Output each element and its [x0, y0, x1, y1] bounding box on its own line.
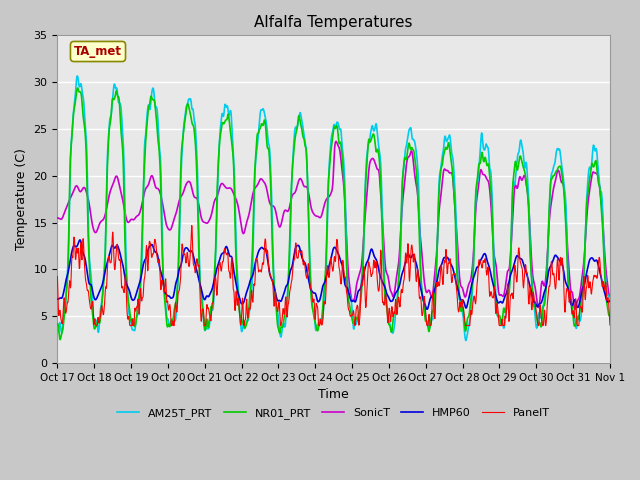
- AM25T_PRT: [606, 297, 614, 302]
- PanelT: [541, 316, 549, 322]
- Y-axis label: Temperature (C): Temperature (C): [15, 148, 28, 250]
- PanelT: [492, 309, 500, 314]
- AM25T_PRT: [177, 184, 184, 190]
- NR01_PRT: [177, 158, 185, 164]
- AM25T_PRT: [163, 316, 171, 322]
- HMP60: [541, 288, 549, 293]
- Line: HMP60: HMP60: [58, 240, 610, 309]
- PanelT: [163, 299, 171, 304]
- SonicT: [492, 261, 500, 267]
- NR01_PRT: [164, 324, 172, 330]
- PanelT: [239, 299, 246, 305]
- SonicT: [420, 273, 428, 278]
- X-axis label: Time: Time: [318, 388, 349, 401]
- SonicT: [332, 139, 340, 144]
- Line: PanelT: PanelT: [58, 226, 610, 325]
- SonicT: [177, 195, 184, 201]
- PanelT: [188, 223, 196, 228]
- PanelT: [92, 323, 100, 328]
- SonicT: [541, 283, 548, 288]
- PanelT: [177, 274, 184, 279]
- NR01_PRT: [56, 336, 64, 342]
- Title: Alfalfa Temperatures: Alfalfa Temperatures: [255, 15, 413, 30]
- PanelT: [606, 322, 614, 328]
- NR01_PRT: [74, 85, 81, 91]
- PanelT: [54, 274, 61, 279]
- SonicT: [54, 215, 61, 221]
- NR01_PRT: [54, 321, 61, 327]
- NR01_PRT: [606, 313, 614, 319]
- Line: SonicT: SonicT: [58, 142, 610, 309]
- HMP60: [163, 292, 171, 298]
- AM25T_PRT: [541, 292, 549, 298]
- NR01_PRT: [239, 321, 246, 327]
- NR01_PRT: [541, 298, 549, 304]
- Legend: AM25T_PRT, NR01_PRT, SonicT, HMP60, PanelT: AM25T_PRT, NR01_PRT, SonicT, HMP60, Pane…: [113, 403, 555, 423]
- AM25T_PRT: [462, 337, 470, 343]
- SonicT: [571, 306, 579, 312]
- AM25T_PRT: [239, 326, 246, 332]
- AM25T_PRT: [420, 299, 428, 304]
- HMP60: [177, 263, 184, 269]
- NR01_PRT: [492, 302, 500, 308]
- HMP60: [76, 237, 84, 243]
- Text: TA_met: TA_met: [74, 45, 122, 58]
- AM25T_PRT: [54, 327, 61, 333]
- HMP60: [492, 295, 500, 301]
- Line: AM25T_PRT: AM25T_PRT: [58, 76, 610, 340]
- HMP60: [54, 296, 61, 302]
- HMP60: [420, 298, 428, 304]
- SonicT: [606, 296, 614, 301]
- NR01_PRT: [420, 302, 428, 308]
- HMP60: [606, 298, 614, 304]
- AM25T_PRT: [74, 73, 81, 79]
- SonicT: [163, 223, 171, 229]
- PanelT: [420, 293, 428, 299]
- HMP60: [239, 301, 246, 307]
- SonicT: [238, 228, 246, 233]
- Line: NR01_PRT: NR01_PRT: [58, 88, 610, 339]
- HMP60: [423, 306, 431, 312]
- AM25T_PRT: [492, 301, 500, 307]
